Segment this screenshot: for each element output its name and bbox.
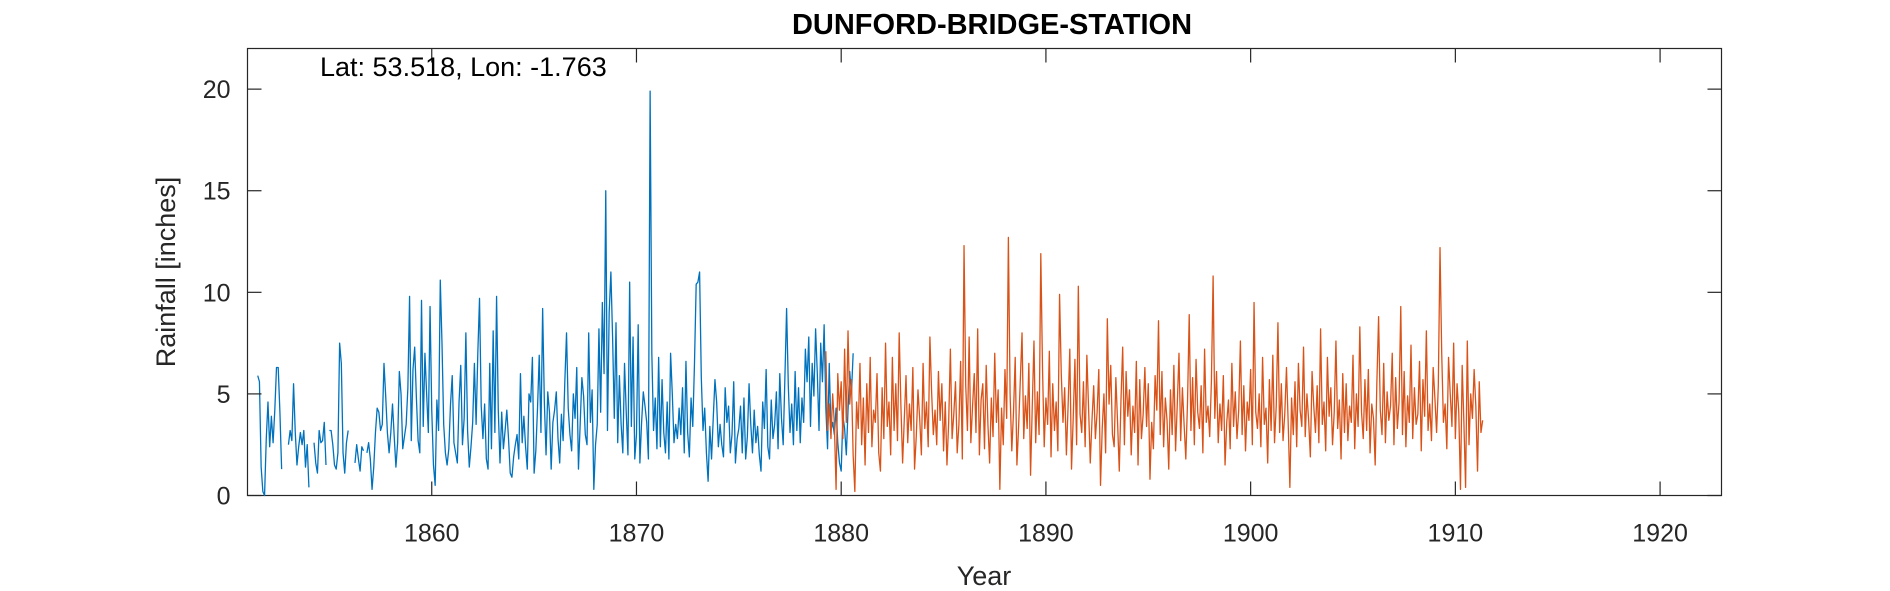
x-axis-ticks: 1860 1870 1880 1890 1900 1910 1920 [404,48,1688,548]
y-tick-label: 20 [203,76,231,104]
x-tick-label: 1870 [609,520,665,548]
chart-title: DUNFORD-BRIDGE-STATION [792,9,1192,41]
axes-box [246,47,1723,497]
y-axis-ticks: 0 5 10 15 20 [203,76,1722,511]
y-tick-label: 10 [203,279,231,307]
x-tick-label: 1920 [1632,520,1688,548]
plot-area: 0 5 10 15 20 1860 1870 1880 1890 1900 1910 1920 [203,47,1723,548]
x-axis-label: Year [957,561,1012,591]
x-tick-label: 1910 [1428,520,1484,548]
chart-annotation: Lat: 53.518, Lon: -1.763 [320,52,607,82]
series-line-1 [257,90,854,497]
x-tick-label: 1890 [1018,520,1074,548]
x-tick-label: 1860 [404,520,460,548]
y-tick-label: 15 [203,178,231,206]
y-axis-label: Rainfall [inches] [151,177,181,368]
series-layer [257,90,1484,497]
series-line-2 [825,236,1484,493]
y-tick-label: 0 [217,483,231,511]
y-tick-label: 5 [217,381,231,409]
x-tick-label: 1880 [813,520,869,548]
x-tick-label: 1900 [1223,520,1279,548]
